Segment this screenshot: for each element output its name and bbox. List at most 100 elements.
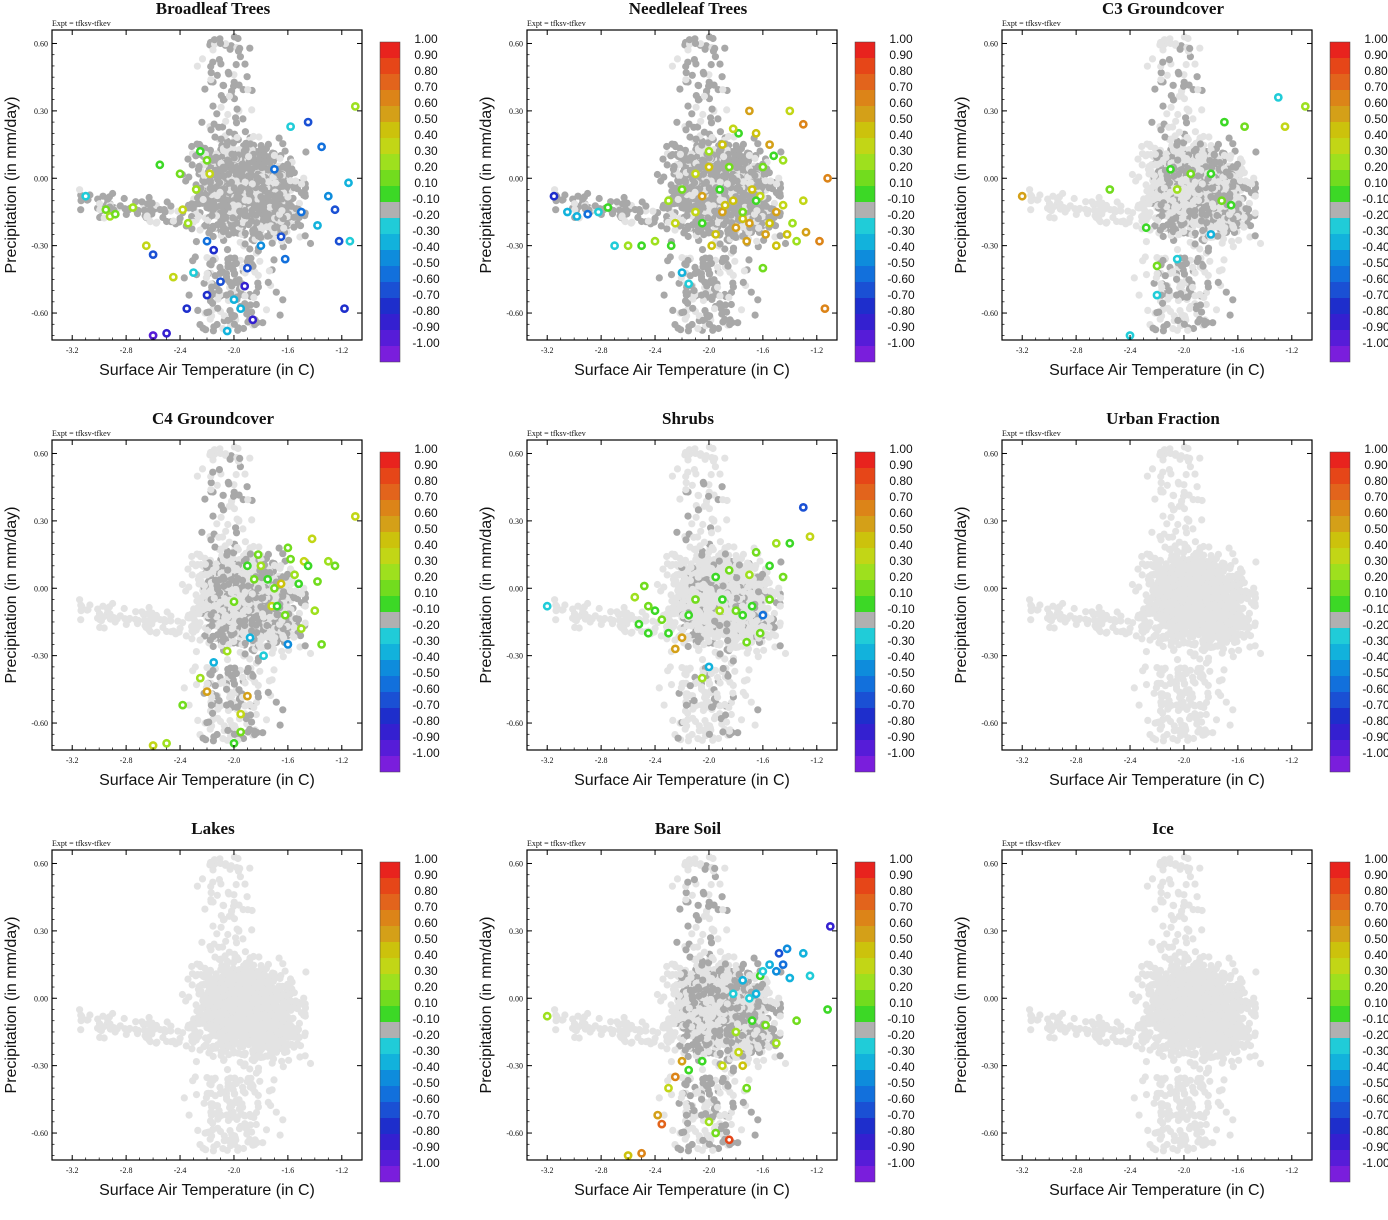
colorbar-swatch bbox=[855, 282, 875, 298]
x-tick-label: -2.0 bbox=[703, 346, 716, 355]
background-point bbox=[302, 193, 309, 200]
background-point bbox=[724, 227, 731, 234]
background-point bbox=[270, 256, 277, 263]
background-point bbox=[208, 201, 215, 208]
highlight-point bbox=[224, 328, 230, 334]
highlight-point bbox=[672, 220, 678, 226]
background-point bbox=[209, 103, 216, 110]
background-point bbox=[226, 129, 233, 136]
highlight-point bbox=[112, 211, 118, 217]
background-point bbox=[686, 36, 693, 43]
highlight-point bbox=[184, 306, 190, 312]
background-point bbox=[207, 227, 214, 234]
background-point bbox=[632, 206, 639, 213]
background-point bbox=[552, 206, 559, 213]
background-point bbox=[755, 225, 762, 232]
background-point bbox=[664, 257, 671, 264]
background-point bbox=[251, 204, 258, 211]
background-point bbox=[167, 203, 174, 210]
x-tick-label: -3.2 bbox=[541, 346, 554, 355]
background-point bbox=[245, 186, 252, 193]
background-point bbox=[297, 222, 304, 229]
background-point bbox=[250, 133, 257, 140]
background-point bbox=[671, 163, 678, 170]
highlight-point bbox=[211, 247, 217, 253]
background-point bbox=[683, 292, 690, 299]
colorbar-label: 0.20 bbox=[414, 160, 438, 174]
background-point bbox=[242, 240, 249, 247]
background-point bbox=[121, 195, 128, 202]
background-point bbox=[214, 321, 221, 328]
highlight-point bbox=[332, 207, 338, 213]
background-point bbox=[699, 246, 706, 253]
highlight-point bbox=[744, 238, 750, 244]
background-point bbox=[210, 327, 217, 334]
highlight-point bbox=[157, 162, 163, 168]
background-point bbox=[194, 307, 201, 314]
highlight-point bbox=[730, 126, 736, 132]
background-point bbox=[248, 217, 255, 224]
background-point bbox=[280, 178, 287, 185]
background-point bbox=[246, 45, 253, 52]
colorbar-swatch bbox=[855, 330, 875, 346]
background-point bbox=[701, 129, 708, 136]
background-point bbox=[697, 118, 704, 125]
highlight-point bbox=[763, 231, 769, 237]
highlight-point bbox=[177, 171, 183, 177]
highlight-point bbox=[271, 166, 277, 172]
background-point bbox=[302, 148, 309, 155]
background-point bbox=[215, 124, 222, 131]
highlight-point bbox=[298, 209, 304, 215]
highlight-point bbox=[787, 108, 793, 114]
colorbar-label: 0.30 bbox=[414, 144, 438, 158]
background-point bbox=[265, 279, 272, 286]
background-point bbox=[676, 172, 683, 179]
background-point bbox=[698, 292, 705, 299]
background-point bbox=[218, 136, 225, 143]
colorbar-label: 0.80 bbox=[414, 64, 438, 78]
background-point bbox=[278, 207, 285, 214]
highlight-point bbox=[746, 220, 752, 226]
background-point bbox=[726, 318, 733, 325]
highlight-point bbox=[760, 164, 766, 170]
background-point bbox=[234, 165, 241, 172]
background-point bbox=[748, 289, 755, 296]
background-point bbox=[754, 296, 761, 303]
background-point bbox=[714, 284, 721, 291]
highlight-point bbox=[822, 306, 828, 312]
colorbar-label: 0.10 bbox=[889, 176, 913, 190]
background-point bbox=[264, 233, 271, 240]
background-point bbox=[220, 173, 227, 180]
colorbar-swatch bbox=[380, 170, 400, 186]
colorbar-swatch bbox=[855, 154, 875, 170]
background-point bbox=[273, 193, 280, 200]
background-point bbox=[738, 306, 745, 313]
experiment-label: Expt = tfksv-tfkev bbox=[1002, 19, 1061, 28]
background-point bbox=[692, 40, 699, 47]
highlight-point bbox=[699, 220, 705, 226]
background-point bbox=[709, 35, 716, 42]
background-point bbox=[729, 280, 736, 287]
colorbar-swatch bbox=[855, 218, 875, 234]
background-point bbox=[716, 292, 723, 299]
background-point bbox=[216, 287, 223, 294]
background-point bbox=[241, 292, 248, 299]
highlight-point bbox=[713, 231, 719, 237]
background-point bbox=[675, 196, 682, 203]
colorbar-label: 0.70 bbox=[889, 80, 913, 94]
highlight-point bbox=[771, 153, 777, 159]
background-point bbox=[245, 255, 252, 262]
colorbar-label: 0.10 bbox=[414, 176, 438, 190]
background-point bbox=[652, 215, 659, 222]
background-point bbox=[731, 258, 738, 265]
background-point bbox=[291, 169, 298, 176]
point-cloud bbox=[551, 33, 831, 334]
background-point bbox=[207, 76, 214, 83]
background-point bbox=[233, 260, 240, 267]
background-point bbox=[224, 157, 231, 164]
background-point bbox=[736, 151, 743, 158]
background-point bbox=[228, 282, 235, 289]
